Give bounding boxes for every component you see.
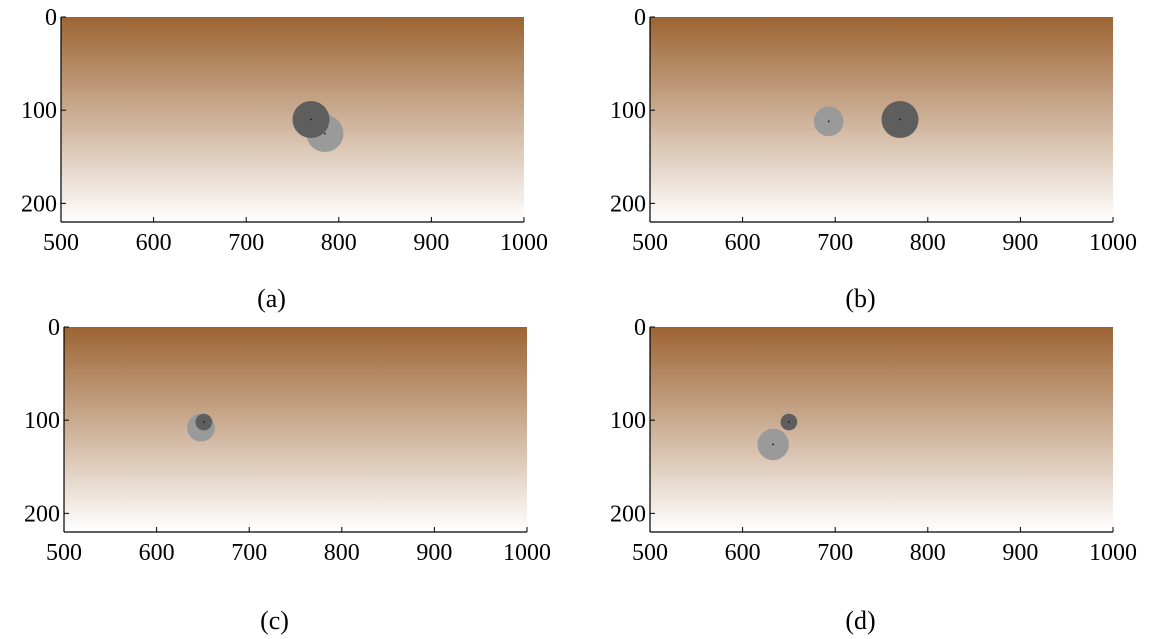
panel-label: (d) <box>845 606 875 635</box>
panel-1: 500 600 700 800 900 1000 0 100 200 (a) <box>21 5 548 313</box>
plot-background <box>64 327 527 532</box>
plot-background <box>650 17 1113 222</box>
panel-2: 500 600 700 800 900 1000 0 100 200 (b) <box>610 5 1137 313</box>
x-tick-label: 600 <box>725 230 761 256</box>
data-point-center-2 <box>202 421 205 423</box>
panel-label: (a) <box>257 284 286 313</box>
x-tick-label: 600 <box>136 230 172 256</box>
data-point-center-2 <box>788 421 790 423</box>
data-point-center-2 <box>899 118 901 121</box>
x-tick-label: 500 <box>46 540 82 566</box>
panel-label: (c) <box>260 606 289 635</box>
x-tick-label: 700 <box>817 540 853 566</box>
x-tick-label: 1000 <box>503 540 551 566</box>
x-tick-label: 900 <box>1002 230 1038 256</box>
data-point-center-2 <box>310 118 312 121</box>
x-tick-label: 1000 <box>1089 230 1137 256</box>
y-tick-label: 0 <box>634 315 646 341</box>
x-tick-label: 1000 <box>500 230 548 256</box>
x-tick-label: 800 <box>321 230 357 256</box>
x-tick-label: 500 <box>632 540 668 566</box>
y-tick-label: 100 <box>24 408 60 434</box>
x-tick-label: 700 <box>231 540 267 566</box>
panel-4: 500 600 700 800 900 1000 0 100 200 (d) <box>610 315 1137 635</box>
y-tick-label: 200 <box>24 501 60 527</box>
x-tick-label: 700 <box>817 230 853 256</box>
y-tick-label: 0 <box>45 5 57 31</box>
y-tick-label: 100 <box>610 98 646 124</box>
y-tick-label: 100 <box>610 408 646 434</box>
data-point-center-1 <box>324 132 326 135</box>
x-tick-label: 1000 <box>1089 540 1137 566</box>
x-tick-label: 700 <box>228 230 264 256</box>
y-tick-label: 100 <box>21 98 57 124</box>
y-tick-label: 200 <box>21 191 57 217</box>
x-tick-label: 800 <box>910 230 946 256</box>
x-tick-label: 900 <box>1002 540 1038 566</box>
x-tick-label: 500 <box>43 230 79 256</box>
y-tick-label: 200 <box>610 191 646 217</box>
x-tick-label: 800 <box>324 540 360 566</box>
panel-3: 500 600 700 800 900 1000 0 100 200 (c) <box>24 315 551 635</box>
plot-background <box>650 327 1113 532</box>
panel-label: (b) <box>845 284 875 313</box>
x-tick-label: 900 <box>413 230 449 256</box>
x-tick-label: 800 <box>910 540 946 566</box>
y-tick-label: 0 <box>48 315 60 341</box>
x-tick-label: 600 <box>139 540 175 566</box>
y-tick-label: 200 <box>610 501 646 527</box>
data-point-center-1 <box>827 120 830 123</box>
x-tick-label: 900 <box>416 540 452 566</box>
y-tick-label: 0 <box>634 5 646 31</box>
x-tick-label: 500 <box>632 230 668 256</box>
x-tick-label: 600 <box>725 540 761 566</box>
data-point-center-1 <box>772 443 775 446</box>
